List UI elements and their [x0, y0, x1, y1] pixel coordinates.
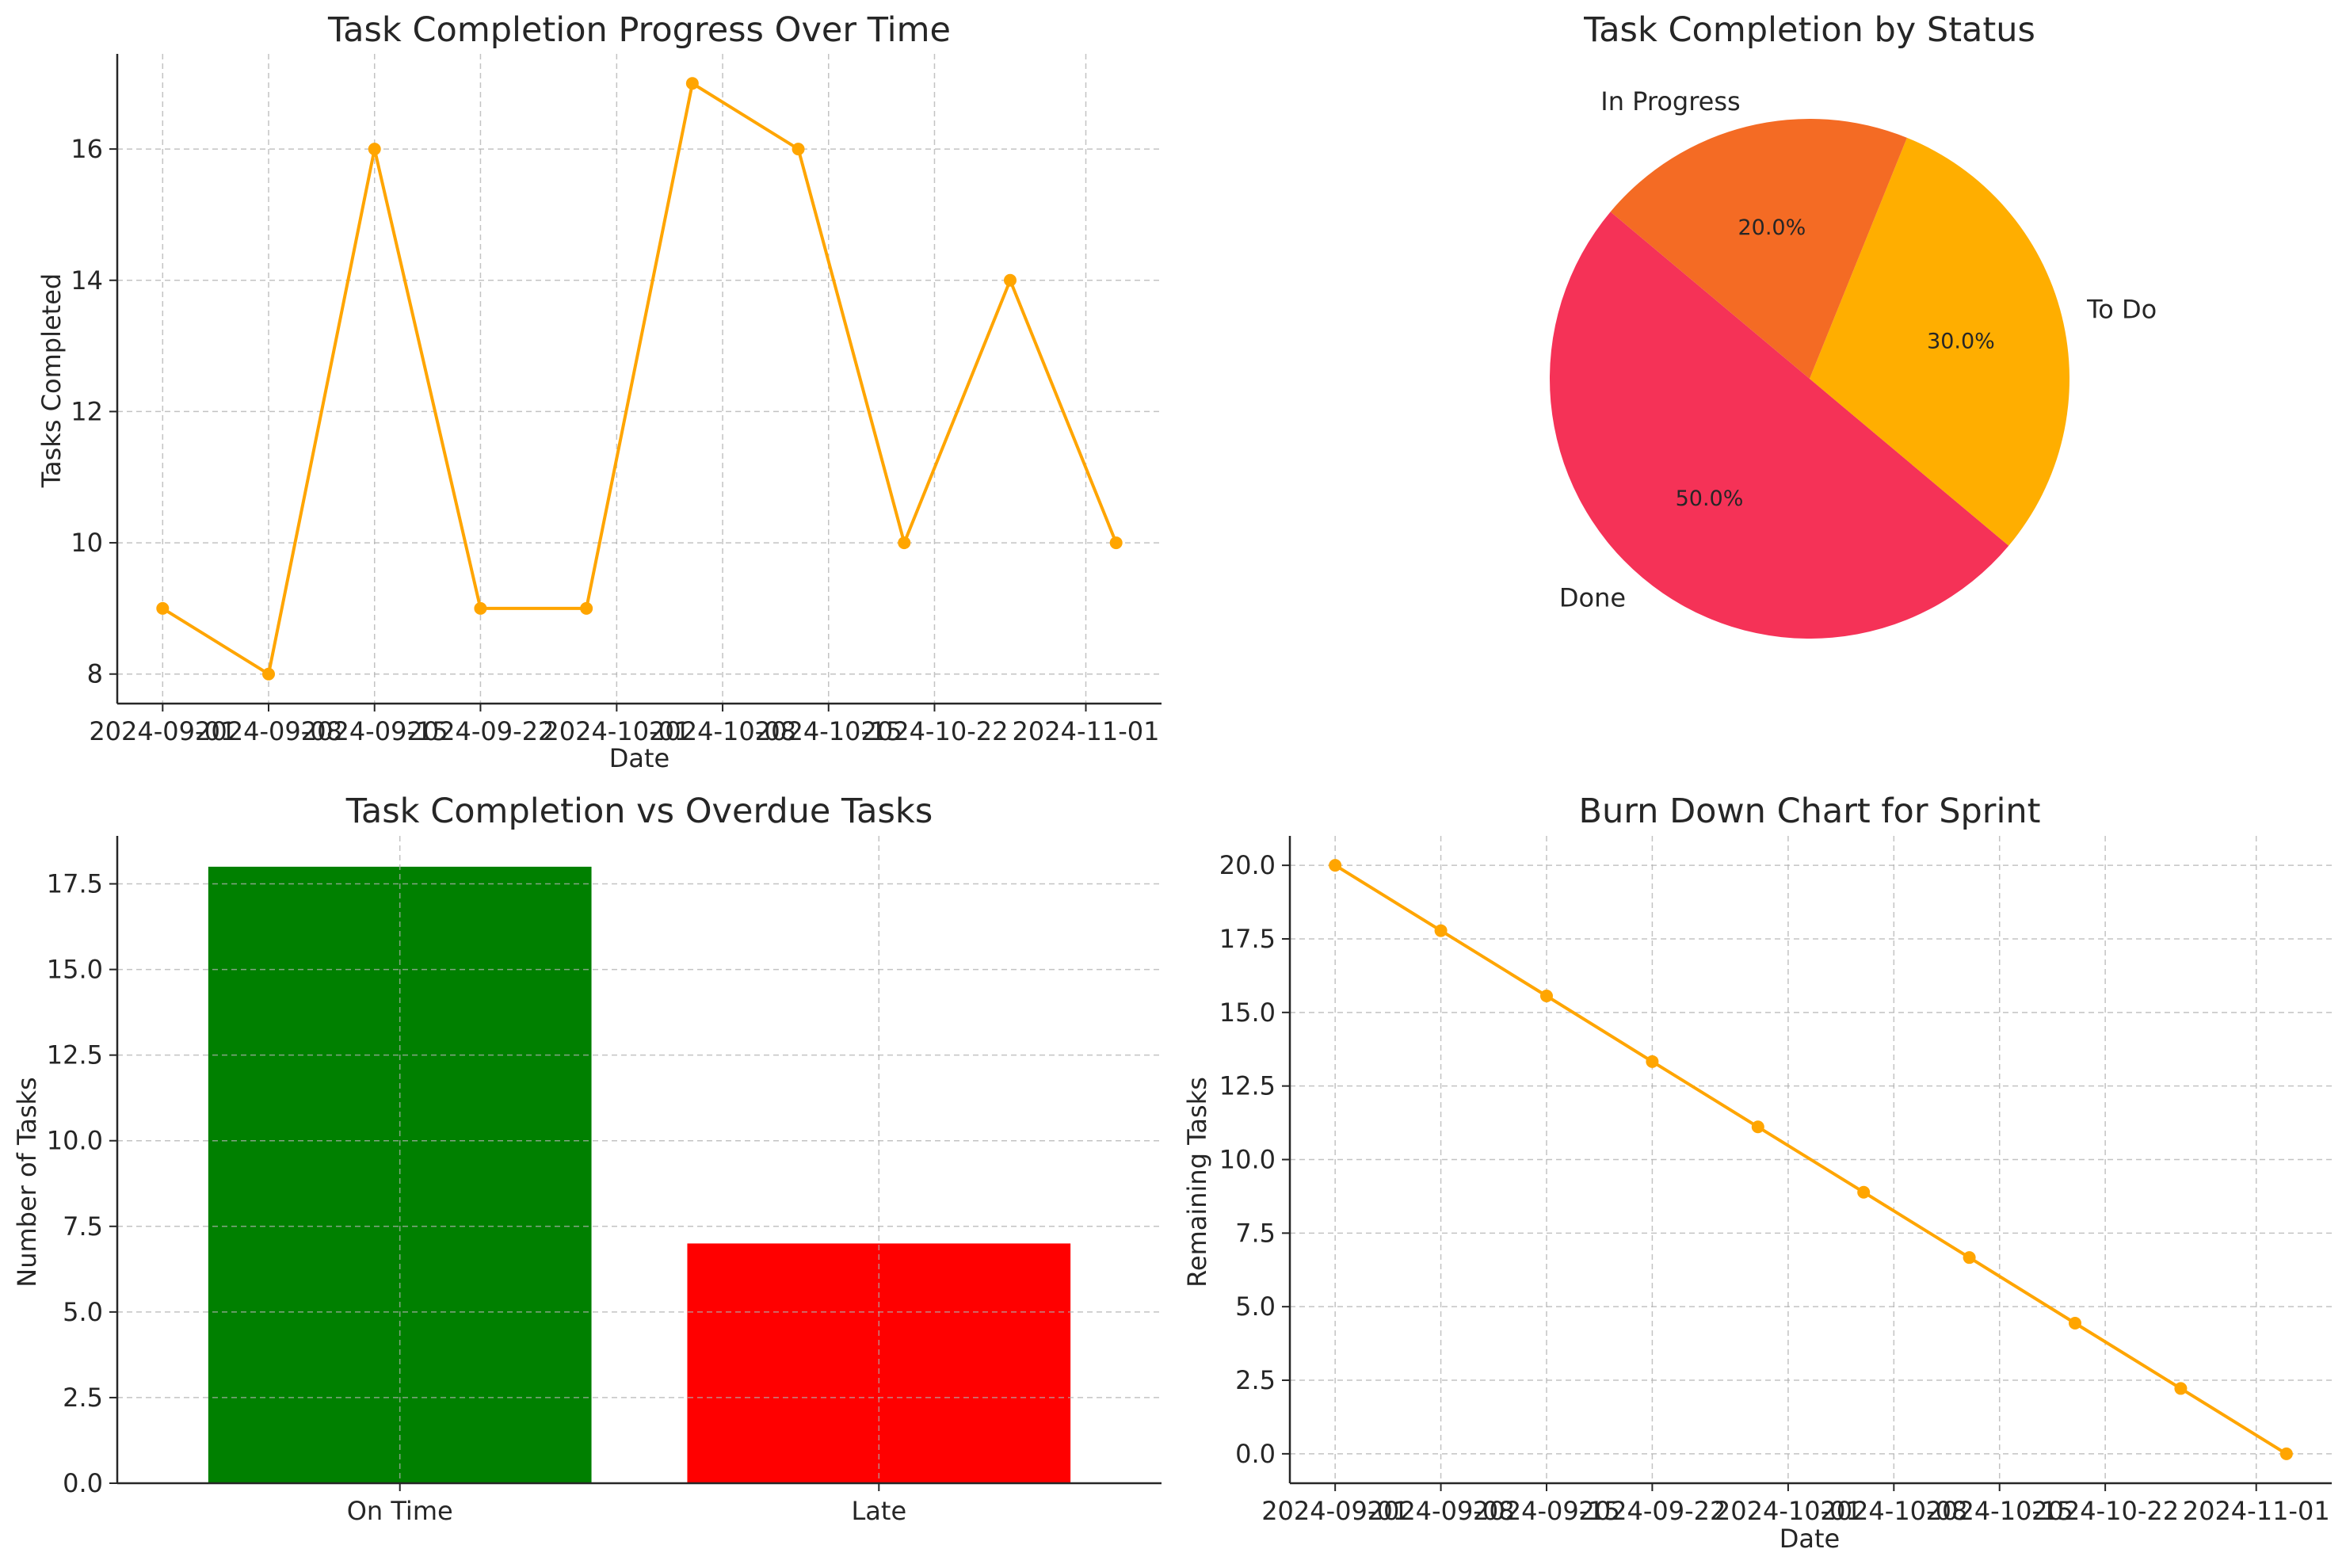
burndown-x-tick-label: 2024-09-01 [1261, 1496, 1409, 1526]
overdue-bar-chart: Task Completion vs Overdue Tasks Number … [12, 792, 933, 1288]
progress-data-point [792, 143, 805, 156]
progress-x-axis-label: Date [609, 743, 669, 773]
pie-percent-to-do: 30.0% [1927, 329, 1995, 353]
overdue-y-axis-label: Number of Tasks [12, 1077, 42, 1287]
progress-chart: Task Completion Progress Over Time Date … [36, 10, 951, 773]
burndown-x-tick-label: 2024-10-08 [1820, 1496, 1967, 1526]
progress-data-point [474, 601, 487, 615]
burndown-y-tick-label: 10.0 [1219, 1145, 1276, 1175]
burndown-chart: Burn Down Chart for Sprint Date Remainin… [1182, 792, 2041, 1554]
burndown-data-point [1434, 924, 1448, 937]
overdue-y-tick-label: 15.0 [47, 955, 103, 985]
burndown-x-tick-label: 2024-10-01 [1715, 1496, 1862, 1526]
overdue-y-tick-label: 0.0 [63, 1468, 103, 1498]
burndown-y-tick-label: 5.0 [1235, 1291, 1276, 1322]
progress-y-tick-label: 10 [71, 528, 103, 558]
burndown-y-tick-label: 20.0 [1219, 850, 1276, 880]
overdue-chart-title: Task Completion vs Overdue Tasks [345, 792, 933, 831]
overdue-plot-area: 0.0 2.5 5.0 7.5 10.0 12.5 15.0 17.5 On Time Late [47, 836, 1162, 1526]
burndown-x-tick-label: 2024-09-08 [1368, 1496, 1515, 1526]
burndown-y-tick-label: 15.0 [1219, 998, 1276, 1028]
burndown-x-tick-label: 2024-10-15 [1926, 1496, 2073, 1526]
status-pie-chart: Task Completion by Status [1583, 10, 2035, 50]
progress-x-tick-label: 2024-09-08 [195, 716, 342, 746]
burndown-x-tick-label: 2024-10-22 [2031, 1496, 2179, 1526]
overdue-y-tick-label: 10.0 [47, 1126, 103, 1156]
pie-percent-done: 50.0% [1676, 486, 1744, 511]
progress-x-tick-label: 2024-10-15 [755, 716, 902, 746]
burndown-data-point [1751, 1120, 1764, 1134]
overdue-x-tick-label: On Time [347, 1496, 453, 1526]
burndown-data-point [2069, 1316, 2082, 1330]
progress-x-tick-label: 2024-11-01 [1013, 716, 1160, 746]
progress-y-tick-label: 8 [87, 659, 103, 689]
burndown-y-tick-label: 12.5 [1219, 1071, 1276, 1101]
overdue-y-tick-label: 12.5 [47, 1040, 103, 1070]
burndown-x-tick-label: 2024-09-15 [1473, 1496, 1620, 1526]
progress-data-point [898, 536, 911, 550]
burndown-x-tick-label: 2024-11-01 [2183, 1496, 2330, 1526]
progress-x-tick-label: 2024-10-22 [860, 716, 1008, 746]
burndown-y-tick-label: 2.5 [1235, 1365, 1276, 1395]
pie-slice-done [1549, 212, 2009, 639]
burndown-y-tick-label: 0.0 [1235, 1439, 1276, 1469]
status-chart-title: Task Completion by Status [1583, 10, 2035, 50]
overdue-y-tick-label: 17.5 [47, 869, 103, 899]
burndown-data-point [1857, 1185, 1871, 1199]
burndown-data-point [1646, 1055, 1659, 1068]
progress-x-tick-label: 2024-09-15 [301, 716, 448, 746]
burndown-x-axis-label: Date [1780, 1524, 1840, 1554]
progress-data-point [262, 667, 276, 681]
burndown-series-line [1334, 864, 2287, 1455]
progress-data-point [580, 601, 593, 615]
pie-label-in-progress: In Progress [1600, 86, 1740, 116]
progress-plot-area: 2024-09-012024-09-082024-09-152024-09-22… [71, 54, 1162, 746]
burndown-y-tick-label: 17.5 [1219, 924, 1276, 954]
burndown-data-point [1329, 859, 1342, 872]
pie-slice-to-do [1810, 137, 2070, 546]
overdue-y-tick-label: 5.0 [63, 1297, 103, 1327]
burndown-chart-title: Burn Down Chart for Sprint [1578, 792, 2040, 831]
pie-label-to-do: To Do [2086, 295, 2157, 325]
progress-chart-title: Task Completion Progress Over Time [327, 10, 951, 50]
progress-y-tick-label: 12 [71, 396, 103, 426]
pie-percent-in-progress: 20.0% [1738, 216, 1806, 240]
overdue-y-tick-label: 2.5 [63, 1383, 103, 1413]
progress-series-line [162, 81, 1118, 677]
burndown-y-axis-label: Remaining Tasks [1182, 1077, 1212, 1288]
progress-x-tick-label: 2024-09-22 [406, 716, 554, 746]
burndown-plot-area: 2024-09-012024-09-082024-09-152024-09-22… [1219, 836, 2332, 1526]
progress-y-axis-label: Tasks Completed [36, 273, 67, 488]
progress-data-point [1003, 273, 1017, 287]
pie-slice-in-progress [1610, 119, 1907, 379]
overdue-x-tick-label: Late [851, 1496, 906, 1526]
burndown-data-point [1539, 990, 1553, 1003]
burndown-data-point [2174, 1382, 2188, 1395]
burndown-data-point [2279, 1447, 2293, 1460]
progress-y-tick-label: 14 [71, 265, 103, 296]
progress-data-point [156, 601, 170, 615]
progress-data-point [685, 77, 699, 90]
burndown-x-tick-label: 2024-09-22 [1578, 1496, 1726, 1526]
burndown-y-tick-label: 7.5 [1235, 1218, 1276, 1248]
progress-y-tick-label: 16 [71, 134, 103, 164]
progress-data-point [368, 143, 381, 156]
progress-data-point [1109, 536, 1123, 550]
progress-x-tick-label: 2024-10-08 [649, 716, 796, 746]
burndown-data-point [1963, 1251, 1976, 1265]
progress-x-tick-label: 2024-10-01 [543, 716, 690, 746]
pie-label-done: Done [1559, 582, 1626, 612]
progress-x-tick-label: 2024-09-01 [89, 716, 236, 746]
overdue-y-tick-label: 7.5 [63, 1211, 103, 1242]
status-pie-area: Done 50.0% To Do 30.0% In Progress 20.0% [1549, 86, 2157, 639]
